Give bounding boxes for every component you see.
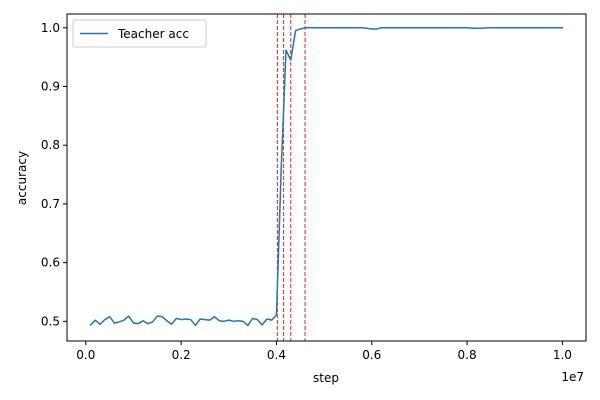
x-axis-ticks: 0.0 0.2 0.4 0.6 0.8 1.0 [76, 341, 572, 362]
y-tick-label: 0.6 [41, 256, 60, 270]
x-axis-offset-label: 1e7 [561, 370, 584, 384]
y-tick-label: 0.5 [41, 314, 60, 328]
legend: Teacher acc [72, 19, 207, 48]
x-axis-label: step [313, 371, 339, 385]
plot-frame [66, 13, 587, 342]
legend-box [72, 19, 207, 48]
x-tick-label: 0.4 [267, 348, 286, 362]
series-line-teacher-acc [89, 27, 564, 327]
y-axis-label: accuracy [15, 151, 29, 205]
series-layer [89, 27, 564, 327]
legend-label-teacher-acc: Teacher acc [117, 27, 189, 41]
x-tick-label: 0.2 [172, 348, 191, 362]
y-tick-label: 1.0 [41, 21, 60, 35]
y-tick-label: 0.8 [41, 138, 60, 152]
y-tick-label: 0.9 [41, 80, 60, 94]
y-axis-ticks: 0.5 0.6 0.7 0.8 0.9 1.0 [41, 21, 67, 328]
x-tick-label: 0.6 [362, 348, 381, 362]
x-tick-label: 1.0 [553, 348, 572, 362]
x-tick-label: 0.8 [458, 348, 477, 362]
y-tick-label: 0.7 [41, 197, 60, 211]
x-tick-label: 0.0 [76, 348, 95, 362]
